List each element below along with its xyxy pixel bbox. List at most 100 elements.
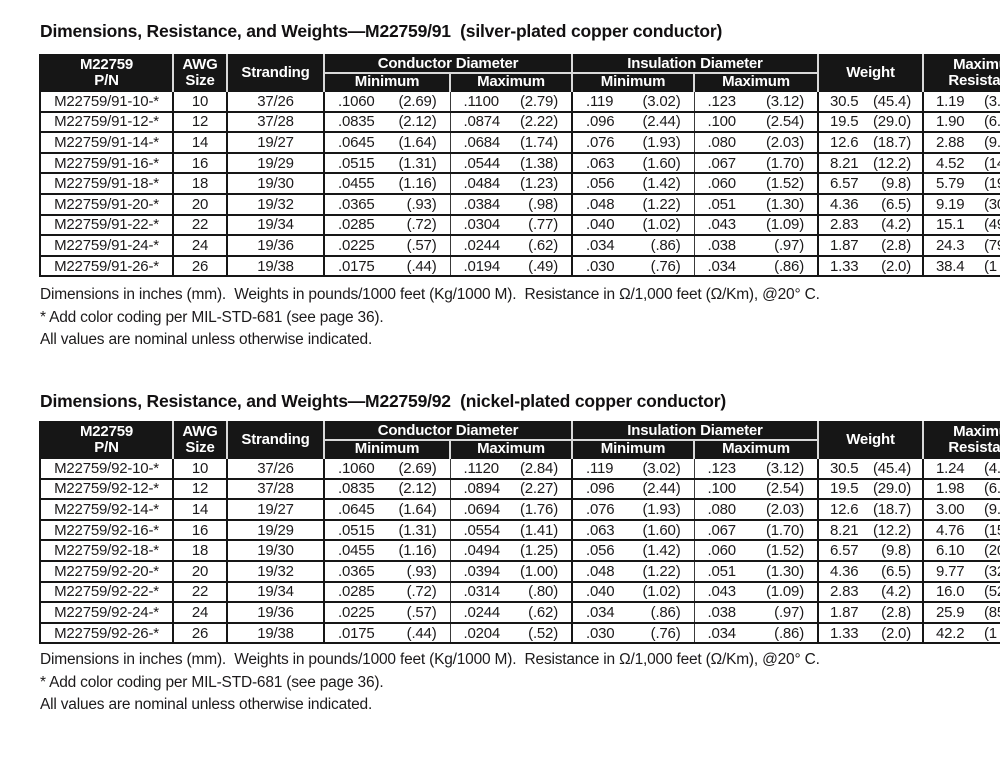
mm-value: (1.42) [642, 542, 681, 560]
ohm-value: 42.2 [936, 624, 965, 642]
col-header-cond-max: Maximum [450, 439, 573, 458]
ohm-km-value: (14 [984, 154, 1005, 172]
part-number: M22759/92-10-* [54, 459, 159, 477]
inches-value: .0645 [338, 500, 375, 518]
part-number: M22759/91-12-* [54, 113, 159, 131]
mm-value: (2.44) [642, 113, 681, 131]
col-header-cond-max: Maximum [450, 73, 573, 91]
ohm-value: 38.4 [936, 257, 965, 275]
col-header-ins-min: Minimum [572, 73, 695, 91]
cell-conductor-diameter-min: .0455 (1.16) [324, 539, 451, 561]
cell-conductor-diameter-max: .0484 (1.23) [450, 172, 573, 194]
cell-insulation-diameter-max: .060 (1.52) [694, 539, 819, 561]
col-header-stranding: Stranding [227, 421, 325, 458]
inches-value: .119 [586, 92, 614, 110]
mm-value: (1.25) [520, 542, 558, 560]
mm-value: (2.12) [398, 113, 437, 131]
ohm-km-value: (32 [984, 562, 1005, 580]
pounds-value: 4.36 [830, 195, 859, 213]
table-row: M22759/91-26-* 26 19/38 .0175 (.44) .0194… [40, 254, 1005, 277]
cell-conductor-diameter-min: .0365 (.93) [324, 559, 451, 582]
cell-conductor-diameter-max: .0394 (1.00) [450, 559, 573, 582]
ohm-km-value: (20 [984, 542, 1005, 560]
header-label: Maximum [477, 439, 545, 457]
cell-conductor-diameter-max: .0304 (.77) [450, 213, 573, 236]
cell-awg-size: 18 [173, 539, 228, 561]
inches-value: .0684 [463, 133, 501, 151]
header-label: P/N [94, 72, 119, 89]
kg-value: (29.0) [873, 480, 911, 498]
mm-value: (1.00) [520, 562, 558, 580]
cell-conductor-diameter-min: .0835 (2.12) [324, 477, 451, 500]
cell-insulation-diameter-max: .043 (1.09) [694, 580, 819, 603]
cell-weight: 8.21 (12.2) [818, 151, 924, 174]
cell-weight: 19.5 (29.0) [818, 110, 924, 133]
inches-value: .0645 [338, 133, 375, 151]
footnote-units: Dimensions in inches (mm). Weights in po… [40, 286, 820, 304]
cell-stranding: 37/26 [227, 456, 325, 479]
cell-weight: 1.33 (2.0) [818, 254, 924, 277]
kg-value: (18.7) [873, 500, 911, 518]
kg-value: (12.2) [873, 154, 911, 172]
inches-value: .0285 [338, 216, 375, 234]
table-body: M22759/92-10-* 10 37/26 .1060 (2.69) .112… [40, 456, 1005, 644]
cell-max-resistance: 25.9 (85 [923, 601, 1005, 623]
table-row: M22759/92-20-* 20 19/32 .0365 (.93) .0394… [40, 559, 1005, 582]
inches-value: .0694 [463, 500, 501, 518]
cell-insulation-diameter-min: .040 (1.02) [572, 580, 695, 603]
mm-value: (3.12) [766, 459, 804, 477]
table-row: M22759/91-22-* 22 19/34 .0285 (.72) .0304… [40, 213, 1005, 236]
cell-part-number: M22759/91-24-* [40, 234, 174, 256]
inches-value: .096 [586, 113, 615, 131]
table-row: M22759/91-18-* 18 19/30 .0455 (1.16) .048… [40, 172, 1005, 194]
cell-conductor-diameter-min: .0175 (.44) [324, 254, 451, 277]
part-number: M22759/92-24-* [54, 603, 159, 621]
mm-value: (.57) [406, 236, 437, 254]
inches-value: .0894 [463, 480, 501, 498]
header-label: Minimum [354, 73, 420, 90]
stranding-value: 37/26 [257, 92, 294, 110]
kg-value: (4.2) [881, 583, 911, 601]
cell-conductor-diameter-min: .0645 (1.64) [324, 498, 451, 520]
cell-weight: 4.36 (6.5) [818, 192, 924, 215]
part-number: M22759/91-26-* [54, 257, 159, 275]
kg-value: (12.2) [873, 521, 911, 539]
ohm-km-value: (1 [984, 257, 997, 275]
col-header-maximum-resistance: MaximumResistance [923, 421, 1005, 458]
header-row-minmax: Minimum Maximum Minimum Maximum [40, 73, 1005, 91]
mm-value: (1.52) [766, 542, 804, 560]
cell-conductor-diameter-min: .0365 (.93) [324, 192, 451, 215]
cell-max-resistance: 6.10 (20 [923, 539, 1005, 561]
inches-value: .1120 [463, 459, 500, 477]
cell-conductor-diameter-max: .0244 (.62) [450, 234, 573, 256]
cell-conductor-diameter-min: .0455 (1.16) [324, 172, 451, 194]
inches-value: .0455 [338, 542, 375, 560]
part-number: M22759/92-14-* [54, 500, 159, 518]
pounds-value: 1.33 [830, 624, 859, 642]
cell-conductor-diameter-min: .1060 (2.69) [324, 90, 451, 112]
cell-insulation-diameter-max: .043 (1.09) [694, 213, 819, 236]
mm-value: (.98) [528, 195, 558, 213]
mm-value: (1.31) [398, 154, 437, 172]
pounds-value: 12.6 [830, 500, 859, 518]
ohm-value: 3.00 [936, 500, 965, 518]
mm-value: (3.02) [642, 459, 681, 477]
cell-part-number: M22759/91-22-* [40, 213, 174, 236]
cell-insulation-diameter-max: .100 (2.54) [694, 110, 819, 133]
cell-conductor-diameter-min: .0835 (2.12) [324, 110, 451, 133]
mm-value: (1.60) [642, 521, 681, 539]
table-row: M22759/91-10-* 10 37/26 .1060 (2.69) .110… [40, 90, 1005, 112]
cell-part-number: M22759/91-26-* [40, 254, 174, 277]
mm-value: (.44) [406, 624, 437, 642]
cell-stranding: 19/36 [227, 601, 325, 623]
awg-size: 10 [191, 459, 209, 477]
cell-stranding: 19/27 [227, 131, 325, 153]
kg-value: (2.8) [881, 603, 911, 621]
mm-value: (2.03) [766, 133, 804, 151]
cell-insulation-diameter-max: .060 (1.52) [694, 172, 819, 194]
cell-conductor-diameter-max: .0204 (.52) [450, 621, 573, 644]
cell-conductor-diameter-min: .0515 (1.31) [324, 518, 451, 541]
ohm-value: 1.98 [936, 480, 965, 498]
cell-conductor-diameter-min: .0285 (.72) [324, 213, 451, 236]
awg-size: 18 [191, 542, 209, 560]
